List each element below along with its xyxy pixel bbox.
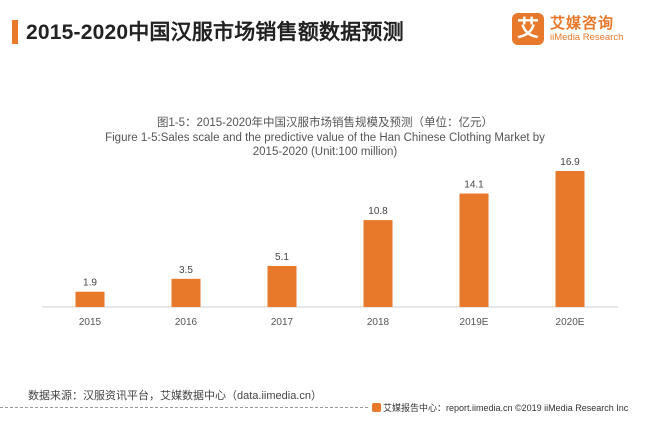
bar-2018 bbox=[363, 220, 393, 307]
bar-2015 bbox=[75, 291, 105, 307]
data-label-2019E: 14.1 bbox=[464, 180, 484, 191]
footer-credit-text: 艾媒报告中心：report.iimedia.cn ©2019 iiMedia R… bbox=[383, 403, 629, 413]
data-label-2020E: 16.9 bbox=[560, 157, 580, 168]
data-source-note: 数据来源：汉服资讯平台，艾媒数据中心（data.iimedia.cn） bbox=[28, 390, 322, 402]
logo-mark-icon: 艾 bbox=[512, 13, 544, 45]
x-tick-label-2017: 2017 bbox=[271, 317, 294, 328]
bar-2019E bbox=[459, 193, 489, 307]
data-label-2017: 5.1 bbox=[275, 252, 289, 263]
footer-credit: 艾媒报告中心：report.iimedia.cn ©2019 iiMedia R… bbox=[372, 401, 628, 414]
title-accent-bar bbox=[12, 20, 18, 44]
report-center-icon bbox=[372, 403, 381, 412]
chart-title-cn: 图1-5：2015-2020年中国汉服市场销售规模及预测（单位：亿元） bbox=[156, 117, 494, 129]
chart-title-en-line2: 2015-2020 (Unit:100 million) bbox=[252, 146, 398, 158]
data-label-2015: 1.9 bbox=[83, 278, 97, 289]
page-title: 2015-2020中国汉服市场销售额数据预测 bbox=[26, 21, 404, 44]
x-tick-label-2015: 2015 bbox=[79, 317, 102, 328]
bar-2017 bbox=[267, 265, 297, 307]
x-tick-label-2020E: 2020E bbox=[556, 317, 585, 328]
data-label-2016: 3.5 bbox=[179, 265, 193, 276]
iimedia-logo: 艾 艾媒咨询 iiMedia Research bbox=[512, 12, 642, 50]
bar-2016 bbox=[171, 278, 201, 307]
footer-divider bbox=[0, 407, 368, 408]
data-label-2018: 10.8 bbox=[368, 206, 388, 217]
bar-2020E bbox=[555, 171, 585, 307]
logo-english-name: iiMedia Research bbox=[550, 32, 624, 43]
logo-chinese-name: 艾媒咨询 bbox=[550, 15, 615, 32]
x-tick-label-2016: 2016 bbox=[175, 317, 198, 328]
x-tick-label-2018: 2018 bbox=[367, 317, 390, 328]
x-tick-label-2019E: 2019E bbox=[460, 317, 489, 328]
chart-title-en-line1: Figure 1-5:Sales scale and the predictiv… bbox=[105, 132, 545, 144]
